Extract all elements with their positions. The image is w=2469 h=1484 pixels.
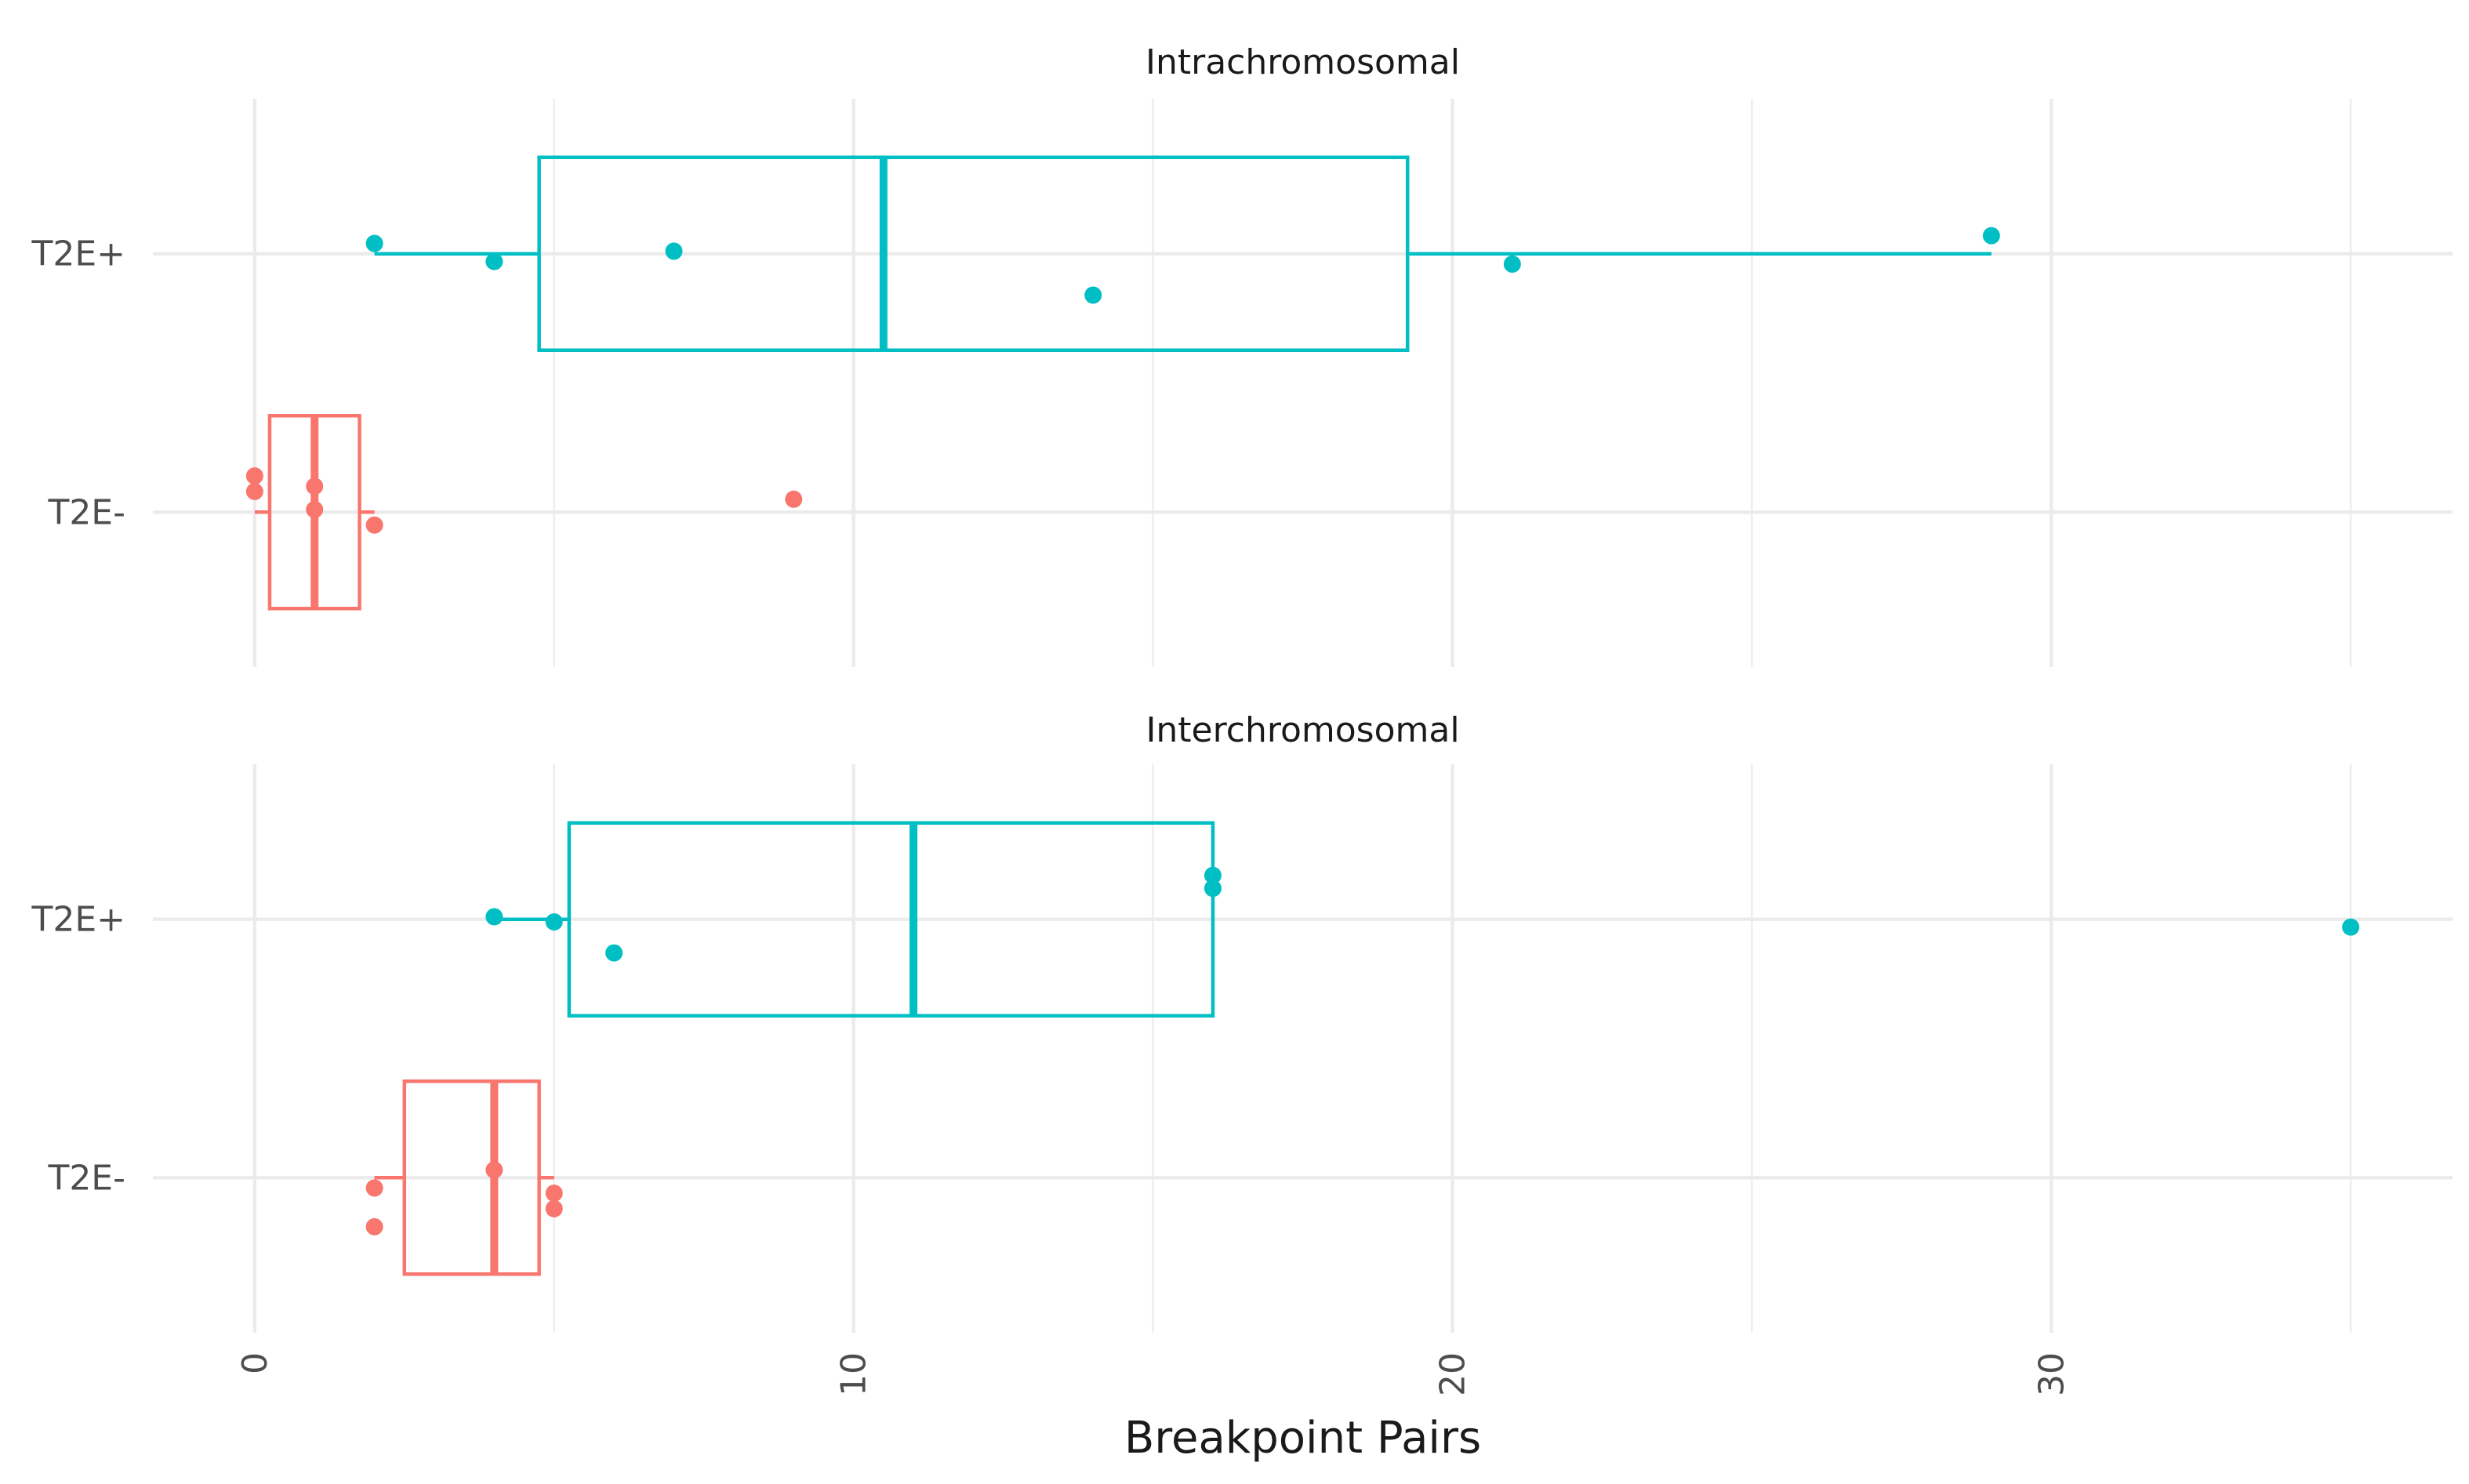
data-point bbox=[365, 234, 383, 252]
data-point bbox=[545, 1199, 563, 1217]
data-point bbox=[1204, 880, 1222, 898]
data-point bbox=[485, 1161, 503, 1179]
box-t2e-minus bbox=[365, 1079, 563, 1276]
panel-title: Interchromosomal bbox=[1146, 710, 1459, 750]
box-iqr bbox=[537, 155, 1410, 352]
data-point bbox=[485, 908, 503, 926]
data-point bbox=[545, 913, 563, 931]
panel-title: Intrachromosomal bbox=[1146, 42, 1460, 82]
x-tick-label: 10 bbox=[834, 1352, 874, 1396]
y-tick-label: T2E- bbox=[47, 1158, 125, 1198]
data-point bbox=[2342, 918, 2360, 936]
data-point bbox=[306, 477, 324, 495]
data-point bbox=[485, 252, 503, 270]
data-point bbox=[605, 944, 623, 962]
panel-interchromosomal: Interchromosomal T2E+ T2E- bbox=[31, 710, 2453, 1333]
data-point bbox=[785, 490, 803, 508]
data-point bbox=[245, 467, 263, 485]
y-tick-label: T2E+ bbox=[31, 234, 125, 274]
x-tick-label: 20 bbox=[1432, 1352, 1472, 1396]
data-point bbox=[365, 1217, 383, 1235]
data-point bbox=[365, 516, 383, 534]
box-t2e-plus bbox=[485, 821, 2360, 1018]
panel-intrachromosomal: Intrachromosomal T2E+ T2E- bbox=[31, 42, 2453, 667]
x-axis-label: Breakpoint Pairs bbox=[1124, 1413, 1481, 1464]
data-point bbox=[365, 1179, 383, 1197]
box-t2e-plus bbox=[365, 155, 2000, 352]
data-point bbox=[665, 242, 683, 260]
data-point bbox=[1982, 227, 2000, 245]
y-tick-label: T2E- bbox=[47, 492, 125, 532]
data-point bbox=[245, 482, 263, 500]
box-t2e-minus bbox=[245, 414, 803, 611]
data-point bbox=[306, 500, 324, 518]
box-iqr bbox=[402, 1079, 541, 1276]
x-tick-label: 0 bbox=[235, 1352, 275, 1374]
data-point bbox=[1503, 255, 1521, 273]
y-tick-label: T2E+ bbox=[31, 900, 125, 940]
data-point bbox=[1204, 866, 1222, 884]
data-point bbox=[545, 1185, 563, 1203]
data-point bbox=[1084, 286, 1102, 304]
x-tick-label: 30 bbox=[2031, 1352, 2071, 1396]
box-iqr bbox=[567, 821, 1215, 1018]
